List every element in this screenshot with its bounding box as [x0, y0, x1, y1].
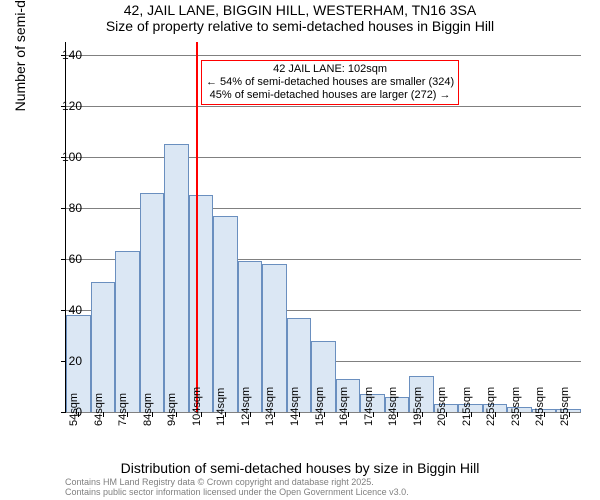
y-tick-label: 80 — [32, 201, 82, 215]
chart-title-line1: 42, JAIL LANE, BIGGIN HILL, WESTERHAM, T… — [0, 0, 600, 18]
gridline — [66, 106, 581, 107]
histogram-bar — [140, 193, 165, 412]
y-tick-label: 100 — [32, 150, 82, 164]
plot-area: 42 JAIL LANE: 102sqm← 54% of semi-detach… — [65, 42, 581, 413]
histogram-bar — [115, 251, 140, 412]
chart-title-line2: Size of property relative to semi-detach… — [0, 18, 600, 34]
chart-footer: Contains HM Land Registry data © Crown c… — [65, 478, 409, 498]
annotation-box: 42 JAIL LANE: 102sqm← 54% of semi-detach… — [201, 60, 459, 106]
y-axis-label: Number of semi-detached properties — [12, 0, 28, 111]
annotation-line: 42 JAIL LANE: 102sqm — [206, 63, 454, 76]
x-axis-label: Distribution of semi-detached houses by … — [0, 460, 600, 476]
y-tick-label: 20 — [32, 354, 82, 368]
marker-line — [196, 42, 198, 412]
histogram-bar — [164, 144, 189, 412]
annotation-line: 45% of semi-detached houses are larger (… — [206, 89, 454, 102]
y-tick-label: 60 — [32, 252, 82, 266]
histogram-bar — [213, 216, 238, 412]
annotation-line: ← 54% of semi-detached houses are smalle… — [206, 76, 454, 89]
gridline — [66, 55, 581, 56]
gridline — [66, 157, 581, 158]
y-tick-label: 140 — [32, 48, 82, 62]
footer-line2: Contains public sector information licen… — [65, 488, 409, 498]
histogram-bar — [189, 195, 214, 412]
y-tick-label: 40 — [32, 303, 82, 317]
y-tick-label: 120 — [32, 99, 82, 113]
chart-container: 42, JAIL LANE, BIGGIN HILL, WESTERHAM, T… — [0, 0, 600, 500]
